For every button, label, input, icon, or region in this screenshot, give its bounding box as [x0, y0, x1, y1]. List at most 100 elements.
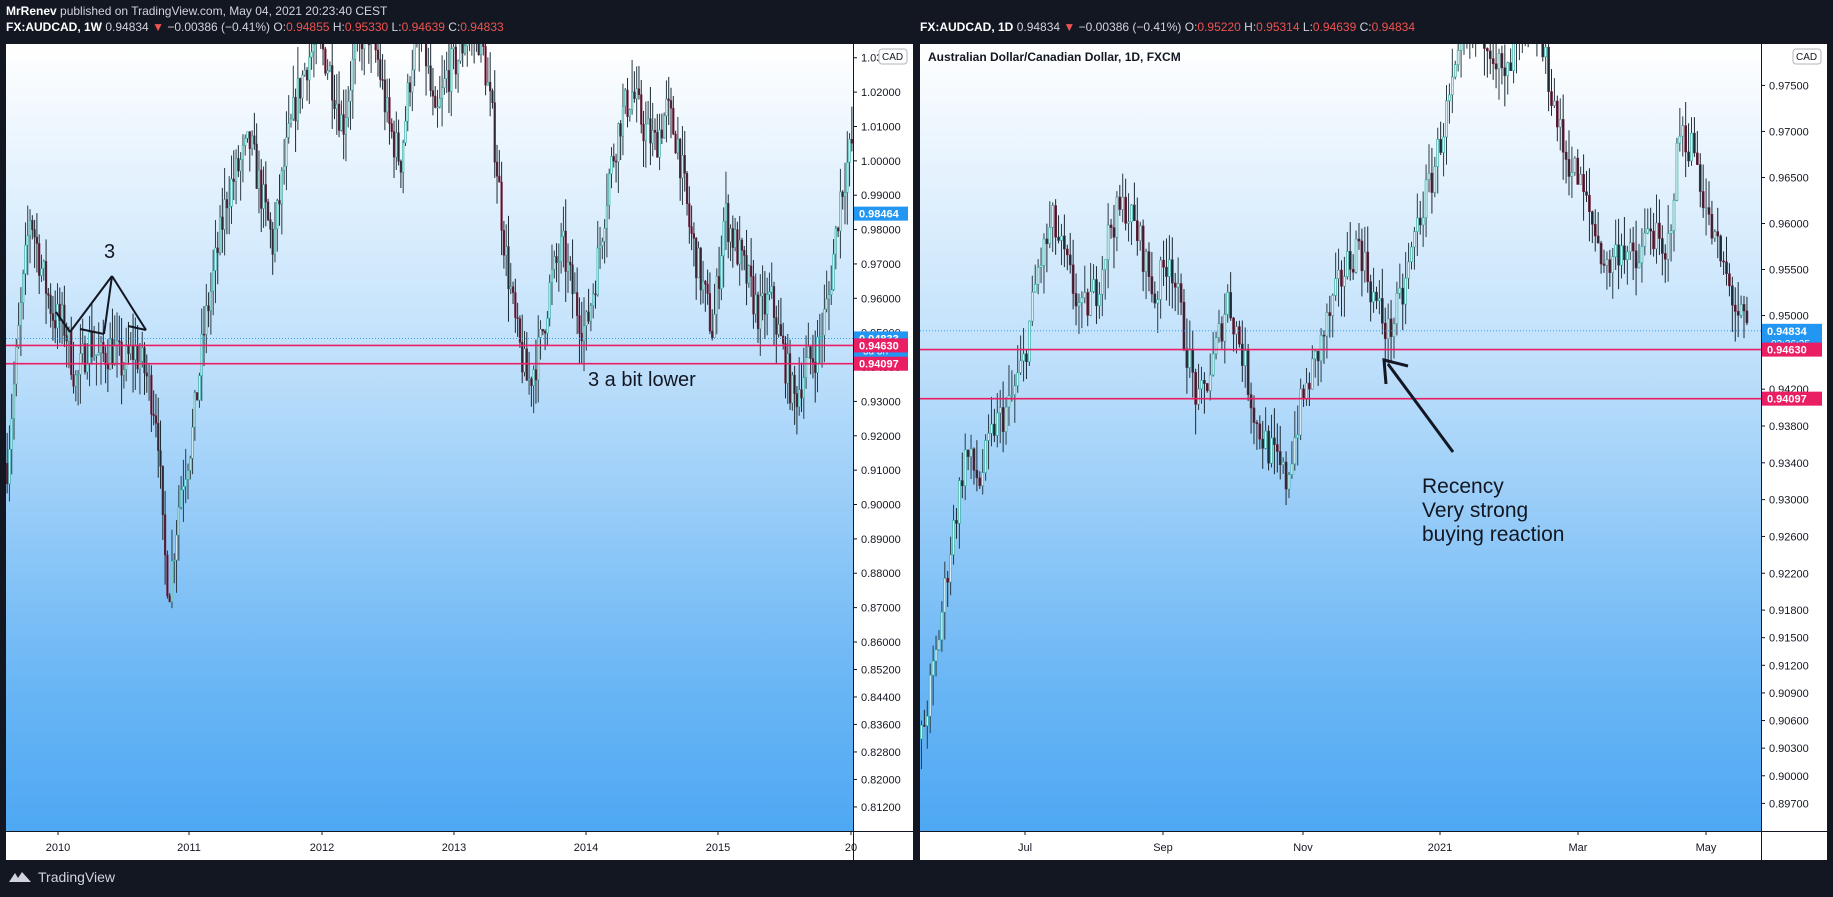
candle-up — [1413, 231, 1416, 248]
price-tag — [854, 206, 908, 221]
candle-down — [1278, 451, 1282, 466]
candle-up — [1678, 135, 1682, 144]
candle-up — [205, 305, 208, 335]
candle-up — [1611, 256, 1615, 273]
candle-down — [1401, 287, 1405, 305]
left-symbol[interactable]: FX:AUDCAD, 1W — [6, 20, 102, 34]
price-tag — [854, 356, 908, 371]
right-chart-panel[interactable]: 0.97500 0.97000 0.96500 0.96000 0.95500 0.950… — [920, 44, 1827, 860]
candle-down — [972, 448, 976, 471]
candle-down — [498, 175, 501, 183]
candle-down — [1308, 382, 1311, 390]
candle-down — [555, 256, 558, 264]
candle-down — [145, 372, 148, 377]
candle-down — [1430, 172, 1434, 193]
candle-down — [390, 123, 393, 132]
candle-down — [118, 340, 121, 343]
tradingview-logo-icon[interactable] — [8, 870, 32, 884]
candle-up — [598, 245, 602, 249]
y-tick-label: 0.97500 — [1769, 80, 1809, 92]
candle-up — [713, 314, 716, 339]
candle-down — [1684, 125, 1687, 153]
candle-down — [1170, 259, 1174, 284]
candle-up — [175, 534, 178, 561]
candle-up — [17, 325, 20, 348]
left-chart-panel[interactable]: 1.030001.020001.010001.000000.990000.980… — [6, 44, 913, 860]
candle-down — [1710, 213, 1714, 239]
candle-down — [674, 133, 677, 154]
candle-down — [1141, 225, 1145, 272]
candle-up — [1080, 297, 1084, 303]
candle-down — [38, 243, 41, 276]
candle-up — [1235, 326, 1238, 335]
candle-up — [88, 331, 91, 364]
candle-up — [1106, 224, 1110, 261]
author-name[interactable]: MrRenev — [6, 4, 57, 18]
candle-down — [484, 46, 487, 86]
right-symbol[interactable]: FX:AUDCAD, 1D — [920, 20, 1014, 34]
candle-up — [81, 343, 84, 354]
y-tick-label: 0.84400 — [861, 692, 901, 704]
left-plot-area[interactable] — [6, 44, 853, 831]
candle-up — [134, 345, 137, 360]
right-price-axis[interactable] — [1761, 44, 1827, 831]
candle-up — [537, 337, 540, 381]
right-time-axis[interactable] — [920, 831, 1761, 860]
candle-down — [633, 91, 636, 99]
candle-up — [665, 98, 668, 117]
candle-down — [1220, 323, 1224, 342]
candle-down — [374, 44, 377, 51]
candle-up — [1675, 142, 1679, 201]
candle-down — [447, 70, 451, 92]
candle-up — [820, 334, 824, 337]
x-tick-label: 2015 — [706, 842, 730, 854]
left-price-axis[interactable] — [853, 44, 913, 831]
candle-up — [191, 426, 194, 459]
candle-down — [502, 230, 505, 256]
left-chart-svg: 1.030001.020001.010001.000000.990000.980… — [6, 44, 908, 854]
candle-up — [1176, 283, 1180, 288]
candle-up — [287, 123, 290, 138]
candle-down — [58, 303, 61, 321]
candle-down — [294, 96, 297, 122]
panel-divider[interactable] — [913, 44, 920, 860]
candle-down — [431, 90, 435, 97]
candle-down — [196, 392, 199, 401]
annotation-stroke — [79, 328, 105, 335]
candle-up — [138, 361, 142, 370]
candle-up — [1077, 302, 1081, 307]
candle-up — [766, 294, 769, 315]
left-low: 0.94639 — [401, 20, 445, 34]
candle-down — [207, 305, 210, 312]
candle-down — [1147, 251, 1151, 277]
y-tick-label: 0.83600 — [861, 719, 901, 731]
candle-up — [193, 392, 196, 428]
candle-down — [672, 107, 675, 135]
x-tick-label: 2013 — [442, 842, 466, 854]
candle-down — [337, 103, 341, 131]
candle-up — [1127, 221, 1130, 224]
candle-down — [640, 94, 643, 125]
candle-down — [507, 246, 510, 290]
candle-up — [509, 286, 512, 290]
candle-up — [582, 325, 586, 342]
candle-up — [701, 280, 705, 291]
right-plot-area[interactable] — [920, 44, 1761, 831]
footer-brand[interactable]: TradingView — [38, 869, 116, 885]
left-time-axis[interactable] — [6, 831, 853, 860]
candle-down — [392, 131, 396, 158]
candle-down — [1322, 334, 1326, 337]
y-tick-label: 0.89000 — [861, 534, 901, 546]
candle-up — [1453, 64, 1457, 78]
candle-down — [1576, 157, 1580, 185]
x-tick-label: Jul — [1018, 842, 1032, 854]
candle-down — [1340, 269, 1343, 287]
price-tag-label: 0.94630 — [859, 340, 899, 352]
candle-down — [978, 477, 982, 487]
candle-down — [752, 276, 755, 315]
candle-up — [312, 44, 315, 53]
y-tick-label: 0.93000 — [1769, 495, 1809, 507]
candle-down — [809, 346, 812, 359]
candle-down — [489, 81, 492, 92]
candle-down — [106, 364, 109, 370]
